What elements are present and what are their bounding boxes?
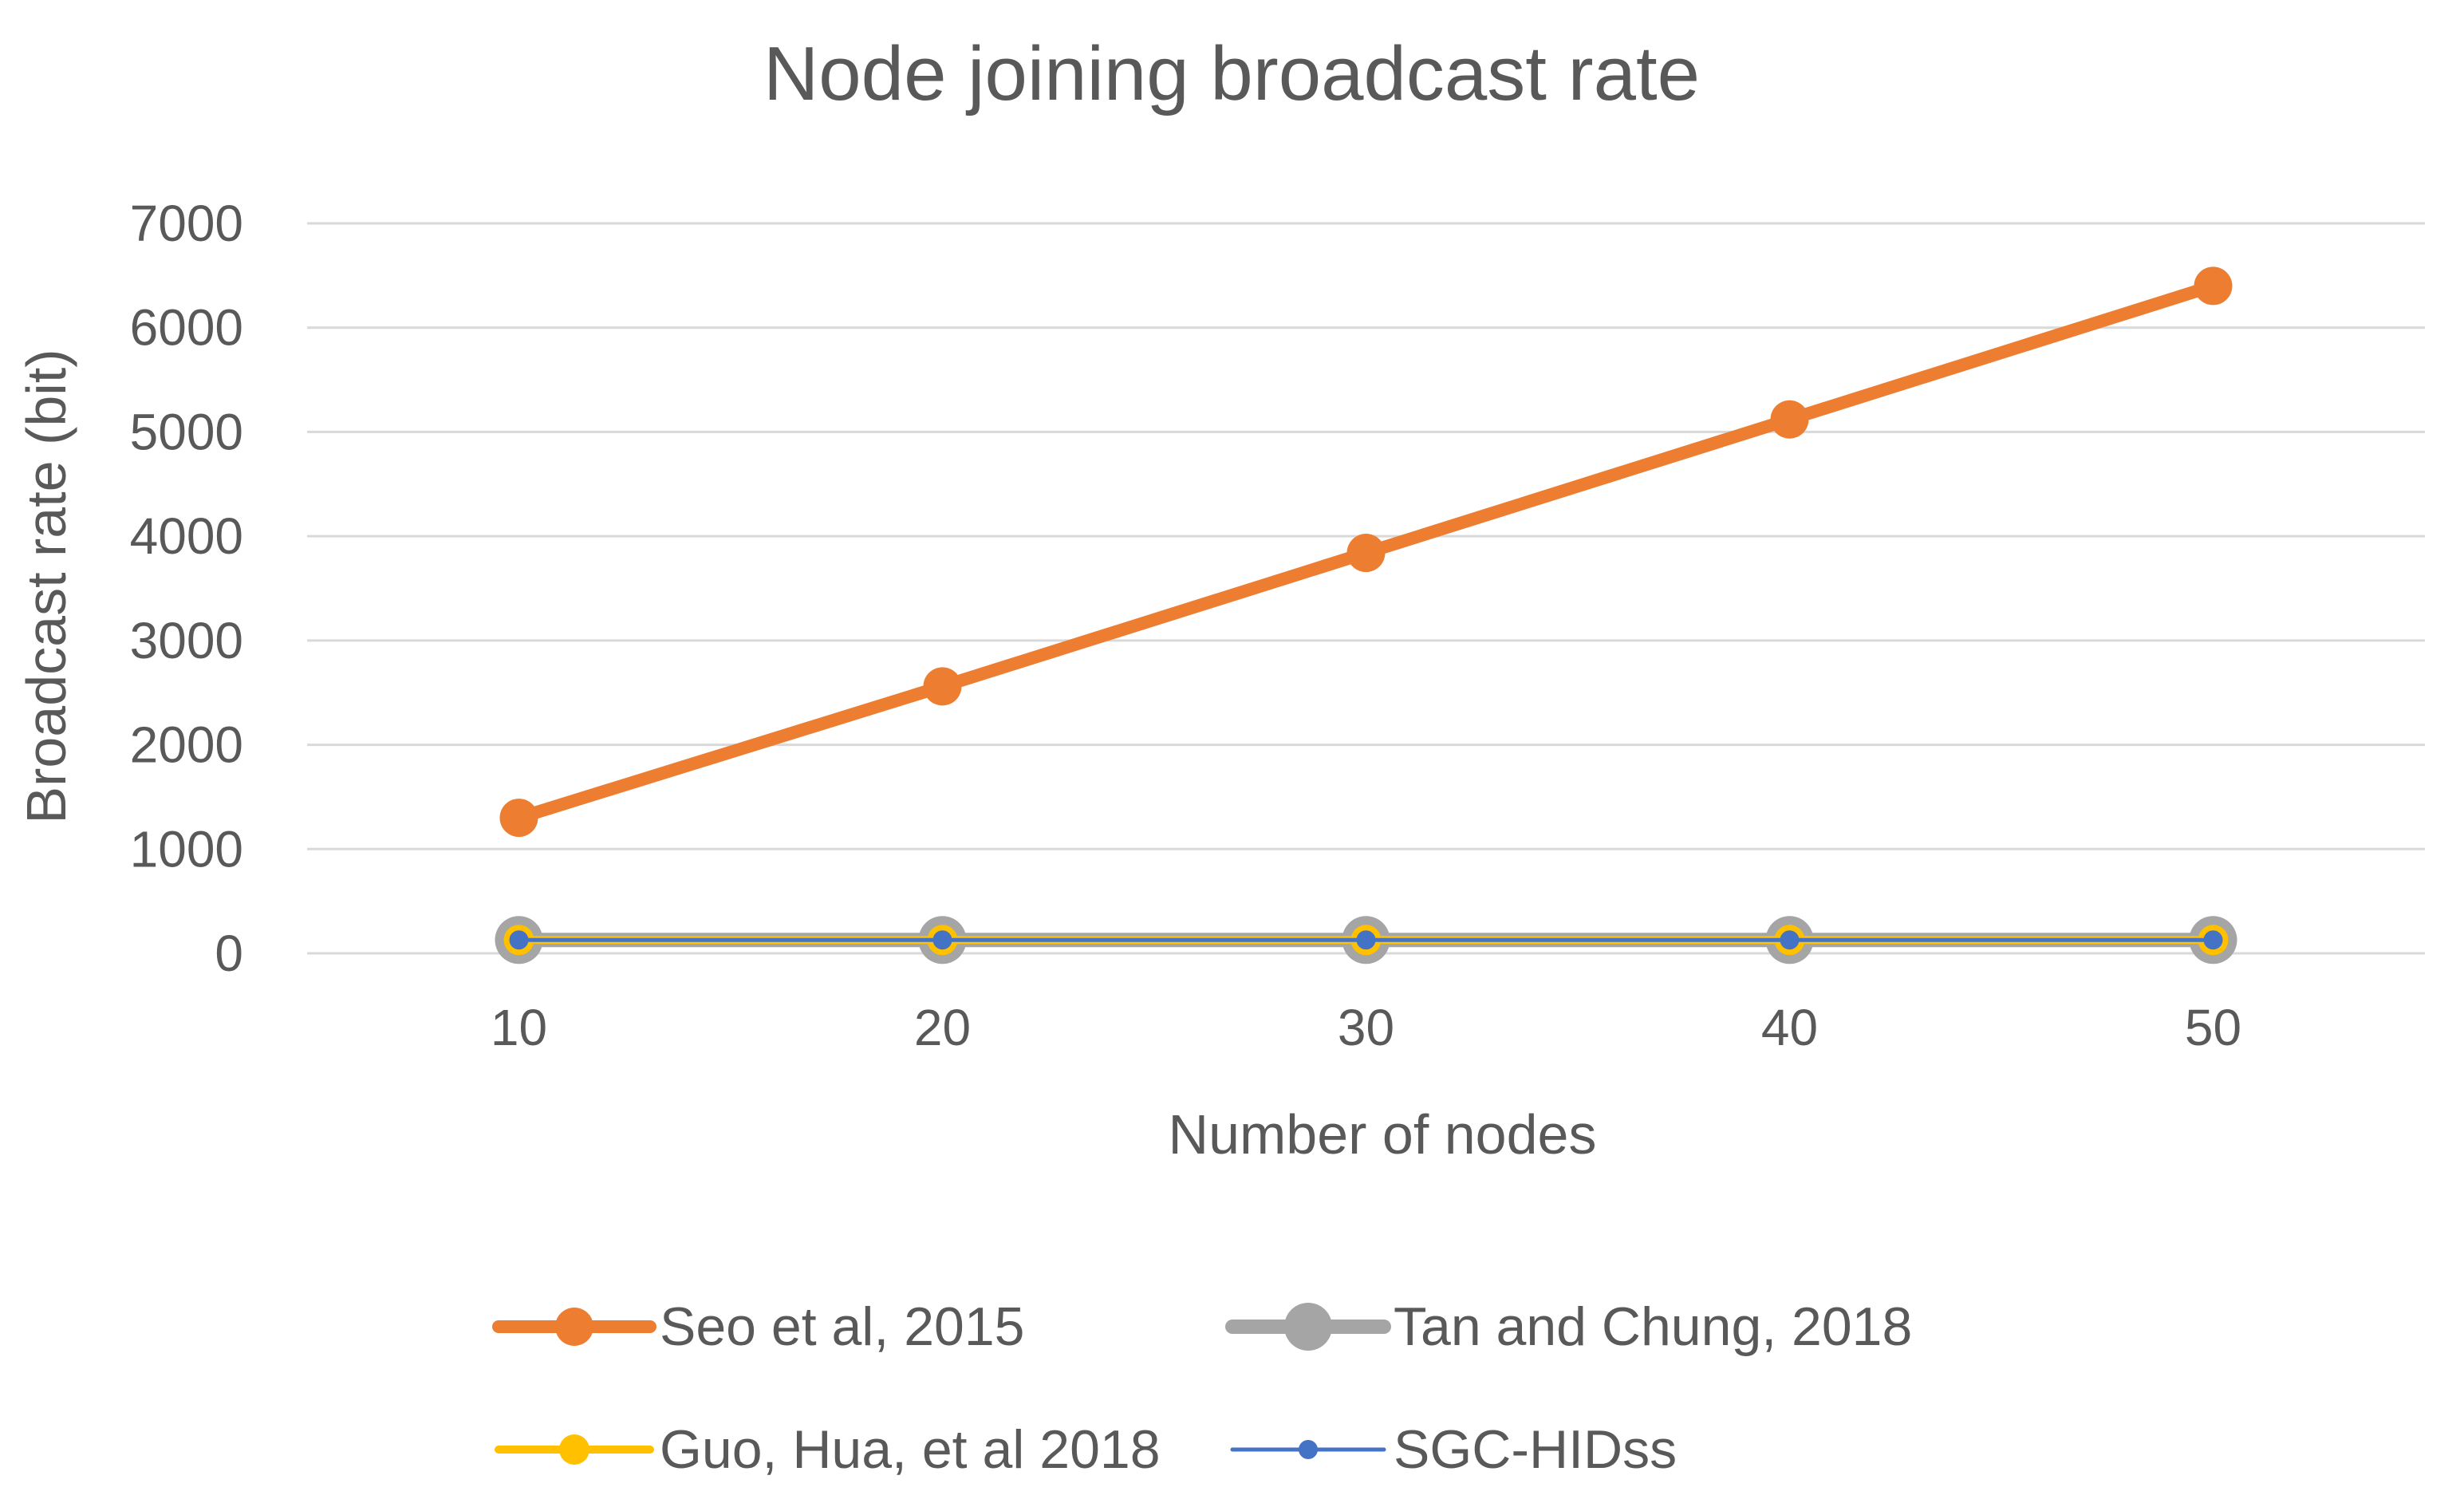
x-tick-label: 50 [2185,999,2241,1056]
legend-item: Seo et al, 2015 [492,1296,1024,1357]
data-point [932,930,952,950]
data-point [2203,930,2223,950]
data-point [1770,400,1809,439]
data-point [1356,930,1376,950]
y-tick-label: 3000 [130,612,243,669]
x-tick-label: 20 [914,999,971,1056]
gridlines [307,222,2425,955]
x-tick-label: 10 [491,999,547,1056]
x-axis-ticks: 10 20 30 40 50 [491,999,2241,1056]
x-tick-label: 40 [1761,999,1818,1056]
legend-marker [559,1434,589,1465]
legend-item: SGC-HIDss [1230,1419,1677,1480]
y-tick-label: 6000 [130,299,243,357]
legend-marker [1284,1303,1332,1351]
y-tick-label: 5000 [130,403,243,460]
legend-marker [555,1308,593,1346]
x-tick-label: 30 [1338,999,1394,1056]
y-axis-ticks: 0 1000 2000 3000 4000 5000 6000 7000 [130,195,243,982]
series-0 [499,266,2233,838]
legend-label: Guo, Hua, et al 2018 [660,1419,1161,1480]
series-3 [509,930,2223,950]
chart-title: Node joining broadcast rate [763,31,1700,116]
y-tick-label: 1000 [130,820,243,878]
x-axis-title: Number of nodes [1169,1103,1597,1166]
legend-item: Tan and Chung, 2018 [1225,1296,1912,1357]
y-tick-label: 0 [215,925,243,982]
data-point [1780,930,1800,950]
data-point [1346,534,1386,573]
data-point [499,799,538,838]
y-tick-label: 4000 [130,507,243,565]
legend-label: Tan and Chung, 2018 [1394,1296,1912,1357]
data-series [495,266,2237,965]
legend-label: SGC-HIDss [1394,1419,1677,1480]
legend-label: Seo et al, 2015 [660,1296,1024,1357]
legend-item: Guo, Hua, et al 2018 [495,1419,1161,1480]
legend-marker [1299,1440,1318,1459]
data-point [2194,266,2233,306]
data-point [923,667,962,706]
y-tick-label: 7000 [130,195,243,252]
y-tick-label: 2000 [130,716,243,774]
data-point [509,930,529,950]
y-axis-title: Broadcast rate (bit) [15,349,77,823]
legend: Seo et al, 2015 Tan and Chung, 2018 Guo, H… [492,1296,1912,1480]
